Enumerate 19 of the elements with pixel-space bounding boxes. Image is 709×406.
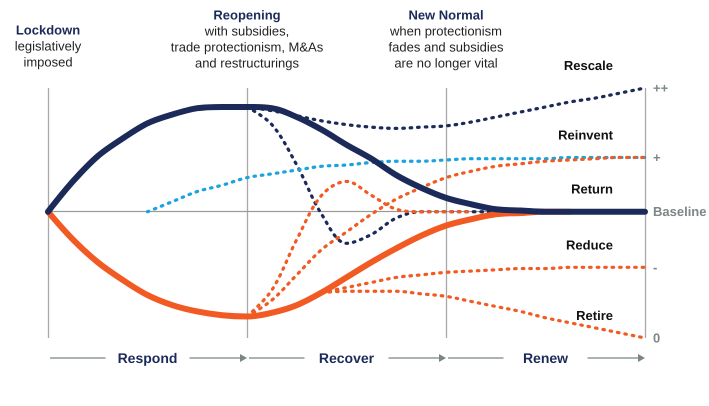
series-label: Reduce [566, 237, 613, 252]
text: Reopening [213, 8, 281, 22]
text: Lockdown [16, 22, 80, 38]
text: Recover [318, 350, 375, 366]
text: Renew [522, 350, 568, 366]
text: - [653, 260, 658, 275]
text: ++ [653, 80, 669, 96]
text: legislatively imposed [14, 38, 82, 70]
series-label: Rescale [564, 58, 613, 73]
text: Respond [118, 350, 178, 366]
series-label: Reinvent [558, 127, 614, 142]
text: with subsidies, trade protectionism, M&As and restructurings [170, 24, 324, 70]
series-label: Return [571, 182, 614, 197]
text: Baseline [653, 204, 706, 220]
text: + [653, 150, 661, 165]
text: when protectionism fades and subsidies are no longer vital [388, 24, 504, 70]
text: New Normal [408, 8, 484, 22]
text: 0 [653, 330, 660, 346]
series-label: Retire [576, 308, 613, 323]
